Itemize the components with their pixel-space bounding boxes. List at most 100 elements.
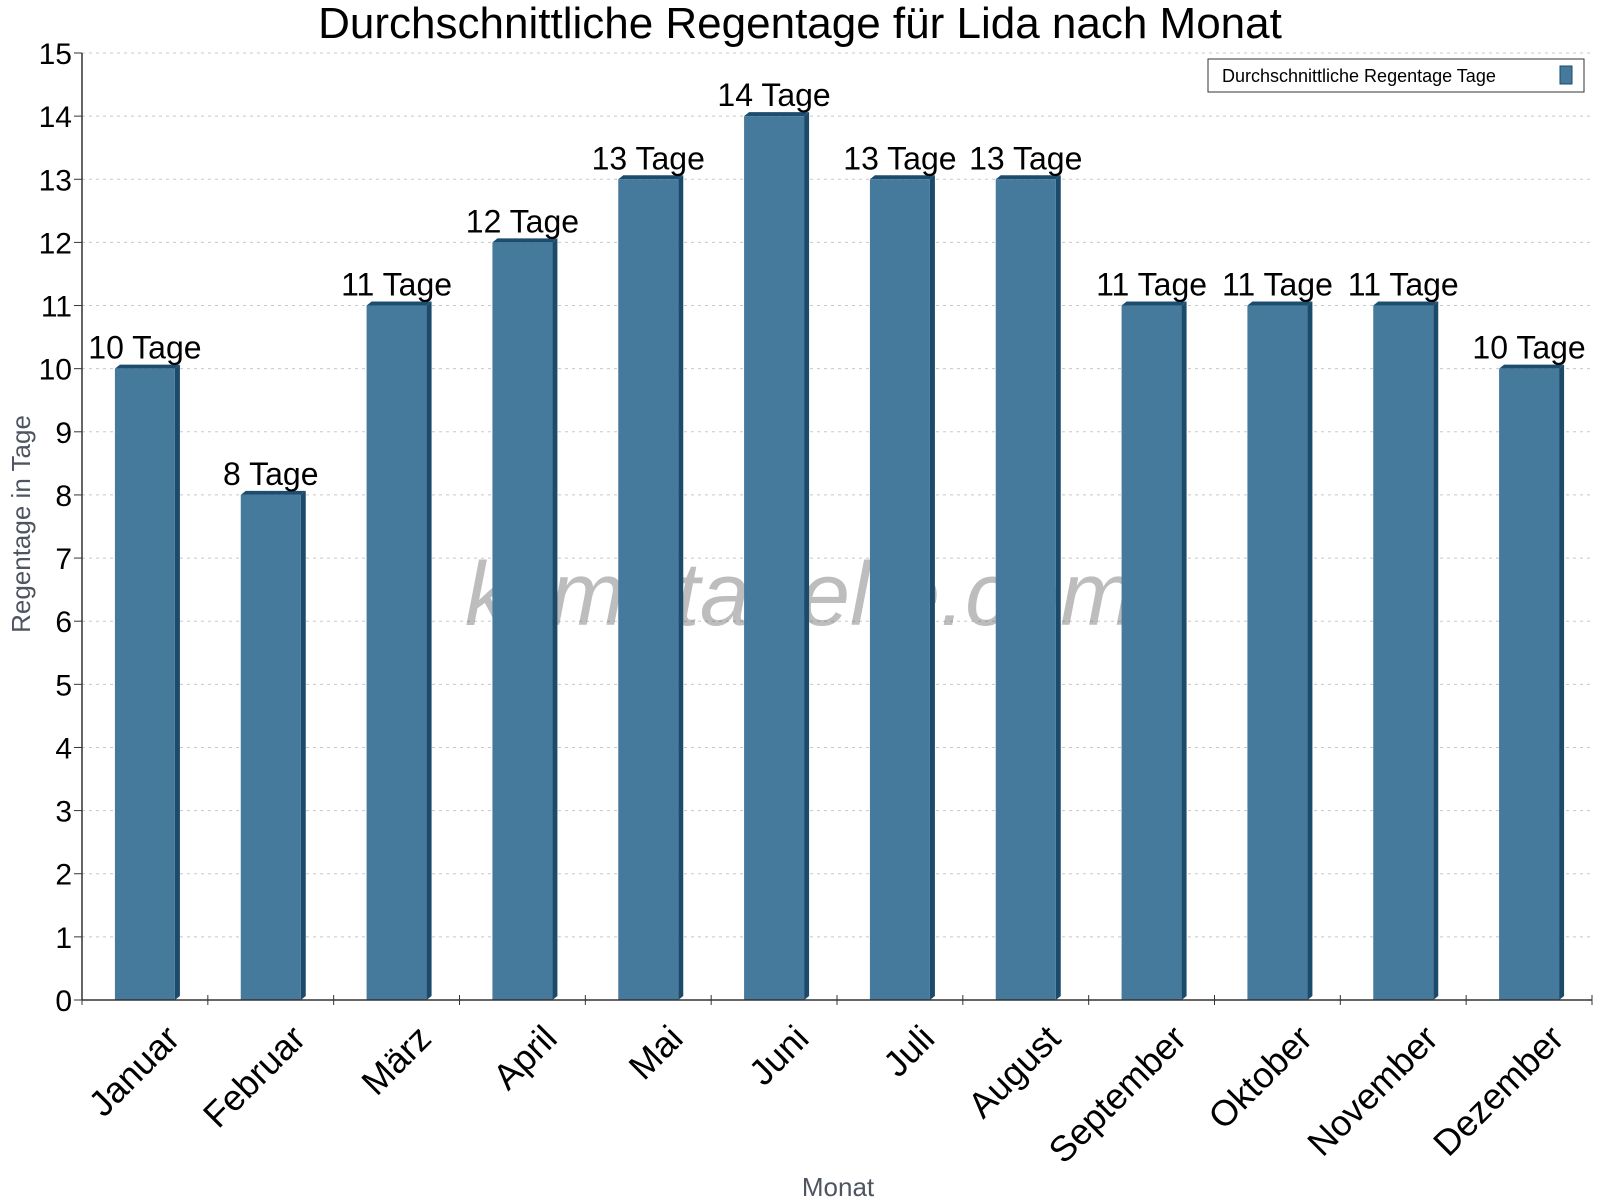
bar-face bbox=[492, 242, 553, 1000]
y-tick-label: 4 bbox=[55, 732, 72, 765]
bar bbox=[240, 490, 306, 1000]
bar-top bbox=[618, 175, 684, 180]
bar-face bbox=[1499, 368, 1560, 1001]
y-tick-label: 9 bbox=[55, 417, 72, 450]
data-label: 14 Tage bbox=[717, 77, 830, 113]
y-tick-label: 15 bbox=[39, 38, 72, 71]
y-tick-label: 3 bbox=[55, 796, 72, 829]
y-tick-label: 1 bbox=[55, 922, 72, 955]
bar-top bbox=[995, 175, 1061, 180]
x-tick-label: September bbox=[1040, 1017, 1194, 1171]
data-label: 11 Tage bbox=[341, 267, 452, 303]
bar-top bbox=[869, 175, 935, 180]
y-tick-label: 12 bbox=[39, 227, 72, 260]
bar-face bbox=[1121, 305, 1182, 1000]
data-label: 11 Tage bbox=[1096, 267, 1207, 303]
bar-side bbox=[1055, 175, 1061, 1000]
data-label: 13 Tage bbox=[843, 140, 956, 176]
bar-top bbox=[1121, 301, 1187, 306]
bar-top bbox=[1373, 301, 1439, 306]
y-axis-title: Regentage in Tage bbox=[6, 415, 36, 633]
bar bbox=[869, 175, 935, 1000]
y-tick-label: 6 bbox=[55, 606, 72, 639]
x-tick-label: Januar bbox=[80, 1017, 187, 1124]
bar-face bbox=[869, 179, 930, 1000]
bar-top bbox=[114, 364, 180, 369]
x-axis-title: Monat bbox=[802, 1172, 875, 1200]
bar-top bbox=[240, 490, 306, 495]
bar bbox=[995, 175, 1061, 1000]
data-label: 11 Tage bbox=[1348, 267, 1459, 303]
x-tick-label: Dezember bbox=[1425, 1017, 1571, 1163]
axes bbox=[74, 52, 1593, 1005]
bar bbox=[114, 364, 180, 1001]
x-tick-label: März bbox=[353, 1017, 439, 1103]
bar-face bbox=[995, 179, 1056, 1000]
bar-side bbox=[174, 364, 180, 1001]
data-label: 10 Tage bbox=[1472, 330, 1585, 366]
bar-face bbox=[114, 368, 175, 1001]
x-tick-label: Juni bbox=[741, 1017, 817, 1093]
y-tick-label: 5 bbox=[55, 669, 72, 702]
legend-label: Durchschnittliche Regentage Tage bbox=[1222, 66, 1496, 86]
bars bbox=[114, 112, 1565, 1001]
bar-side bbox=[929, 175, 935, 1000]
bar bbox=[744, 112, 810, 1001]
bar-face bbox=[1373, 305, 1434, 1000]
data-label: 10 Tage bbox=[88, 330, 201, 366]
legend: Durchschnittliche Regentage Tage bbox=[1207, 58, 1585, 93]
bar-top bbox=[492, 238, 558, 243]
x-tick-label: Oktober bbox=[1200, 1017, 1320, 1137]
x-tick-label: November bbox=[1299, 1017, 1445, 1163]
chart-title: Durchschnittliche Regentage für Lida nac… bbox=[318, 0, 1282, 48]
data-label: 13 Tage bbox=[592, 140, 705, 176]
bar-face bbox=[1247, 305, 1308, 1000]
y-tick-label: 10 bbox=[39, 354, 72, 387]
legend-box bbox=[1207, 58, 1585, 93]
bar bbox=[1121, 301, 1187, 1000]
bar bbox=[1247, 301, 1313, 1000]
bar-top bbox=[1247, 301, 1313, 306]
y-tick-label: 13 bbox=[39, 164, 72, 197]
bar-top bbox=[1499, 364, 1565, 369]
bar-side bbox=[804, 112, 810, 1001]
bar-side bbox=[426, 301, 432, 1000]
data-label: 11 Tage bbox=[1222, 267, 1333, 303]
bar-face bbox=[618, 179, 679, 1000]
bar bbox=[1499, 364, 1565, 1001]
y-tick-label: 8 bbox=[55, 480, 72, 513]
bar-face bbox=[366, 305, 427, 1000]
data-labels: 10 Tage 8 Tage 11 Tage 12 Tage 13 Tage 14 Tag… bbox=[88, 77, 1585, 492]
bar-side bbox=[1559, 364, 1565, 1001]
x-tick-labels: Januar Februar März April Mai Juni Juli AugustS… bbox=[80, 1017, 1571, 1171]
bar-side bbox=[300, 490, 306, 1000]
x-tick-label: Februar bbox=[195, 1017, 313, 1135]
x-tick-label: April bbox=[485, 1017, 565, 1097]
data-label: 13 Tage bbox=[969, 140, 1082, 176]
x-tick-label: August bbox=[960, 1017, 1068, 1125]
data-label: 12 Tage bbox=[466, 203, 579, 239]
bar-side bbox=[1307, 301, 1313, 1000]
y-tick-label: 14 bbox=[39, 101, 72, 134]
bar-side bbox=[552, 238, 558, 1000]
bar bbox=[618, 175, 684, 1000]
y-tick-label: 11 bbox=[41, 291, 72, 324]
legend-swatch bbox=[1559, 65, 1573, 85]
bar-top bbox=[366, 301, 432, 306]
bar bbox=[492, 238, 558, 1000]
x-tick-label: Juli bbox=[875, 1017, 942, 1084]
bar-side bbox=[1433, 301, 1439, 1000]
x-tick-label: Mai bbox=[621, 1017, 691, 1087]
grid-lines bbox=[82, 52, 1592, 938]
data-label: 8 Tage bbox=[223, 456, 319, 492]
bar bbox=[366, 301, 432, 1000]
bar-side bbox=[1181, 301, 1187, 1000]
y-tick-label: 2 bbox=[55, 859, 72, 892]
bar-face bbox=[744, 116, 805, 1001]
bar bbox=[1373, 301, 1439, 1000]
bar-face bbox=[240, 494, 301, 1000]
y-tick-label: 0 bbox=[55, 985, 72, 1018]
bar-top bbox=[744, 112, 810, 117]
